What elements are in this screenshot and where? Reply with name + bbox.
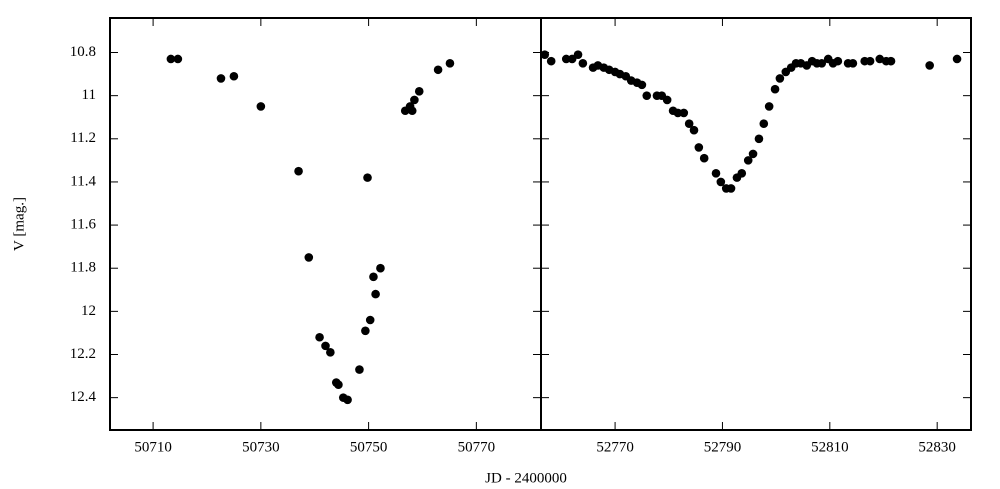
- y-tick-label: 11: [82, 87, 96, 103]
- data-point: [865, 56, 875, 66]
- data-point: [321, 341, 330, 351]
- data-point: [573, 50, 583, 59]
- data-point: [637, 80, 647, 90]
- data-point: [754, 134, 764, 144]
- y-tick-label: 10.8: [70, 44, 96, 60]
- data-point: [216, 74, 226, 83]
- y-tick-label: 12.4: [70, 389, 97, 405]
- x-tick-label: 52810: [811, 439, 849, 455]
- y-tick-label: 11.2: [70, 130, 96, 146]
- data-point: [737, 169, 747, 178]
- data-point: [567, 54, 577, 64]
- data-point: [764, 102, 774, 111]
- x-tick-label: 52770: [596, 439, 634, 455]
- x-tick-label: 50710: [134, 439, 172, 455]
- x-tick-label: 50750: [350, 439, 388, 455]
- y-tick-label: 12: [81, 303, 96, 319]
- y-tick-label: 11.6: [70, 217, 96, 233]
- data-point: [407, 106, 417, 116]
- x-tick-label: 52830: [918, 439, 956, 455]
- data-point: [748, 149, 758, 159]
- data-point: [726, 184, 736, 193]
- x-tick-label: 52790: [704, 439, 742, 455]
- x-tick-label: 50770: [458, 439, 496, 455]
- data-point: [561, 54, 571, 64]
- data-point: [642, 91, 652, 100]
- data-point: [952, 54, 962, 64]
- data-point: [817, 58, 827, 68]
- data-point: [546, 56, 556, 66]
- data-point: [694, 143, 704, 152]
- data-point: [294, 166, 303, 176]
- data-point: [775, 74, 785, 83]
- data-point: [229, 71, 239, 81]
- data-point: [410, 95, 419, 105]
- data-point: [743, 156, 753, 165]
- y-tick-label: 11.8: [70, 260, 96, 276]
- data-point: [334, 380, 343, 390]
- data-point: [365, 315, 375, 325]
- data-point: [326, 348, 335, 357]
- data-point: [363, 173, 372, 182]
- data-point: [343, 395, 352, 405]
- data-point: [414, 87, 424, 96]
- data-point: [371, 289, 380, 299]
- plot-frame: [109, 17, 542, 431]
- y-axis-label: V [mag.]: [11, 197, 27, 251]
- data-point: [376, 263, 385, 273]
- data-point: [759, 119, 769, 128]
- data-point: [166, 54, 176, 64]
- data-point: [770, 84, 780, 94]
- data-point: [886, 56, 896, 66]
- data-point: [369, 272, 378, 282]
- data-point: [445, 58, 455, 68]
- data-point: [304, 253, 314, 262]
- data-point: [711, 169, 721, 178]
- data-point: [173, 54, 183, 64]
- data-point: [315, 332, 324, 342]
- y-tick-label: 12.2: [70, 346, 96, 362]
- x-tick-label: 50730: [242, 439, 280, 455]
- data-point: [699, 153, 709, 163]
- data-point: [540, 50, 550, 59]
- data-point: [684, 119, 694, 128]
- data-point: [578, 58, 588, 68]
- y-tick-label: 11.4: [70, 173, 96, 189]
- data-point: [256, 102, 266, 111]
- data-point: [433, 65, 443, 75]
- data-point: [689, 125, 699, 135]
- data-point: [673, 108, 683, 118]
- data-point: [848, 58, 858, 68]
- data-point: [361, 326, 370, 336]
- data-point: [925, 61, 934, 70]
- data-point: [662, 95, 672, 105]
- x-axis-label: JD - 2400000: [485, 470, 567, 486]
- data-point: [716, 177, 726, 187]
- data-point: [833, 56, 843, 66]
- data-point: [355, 365, 364, 374]
- plot-frame: [540, 17, 972, 431]
- data-point: [679, 108, 689, 118]
